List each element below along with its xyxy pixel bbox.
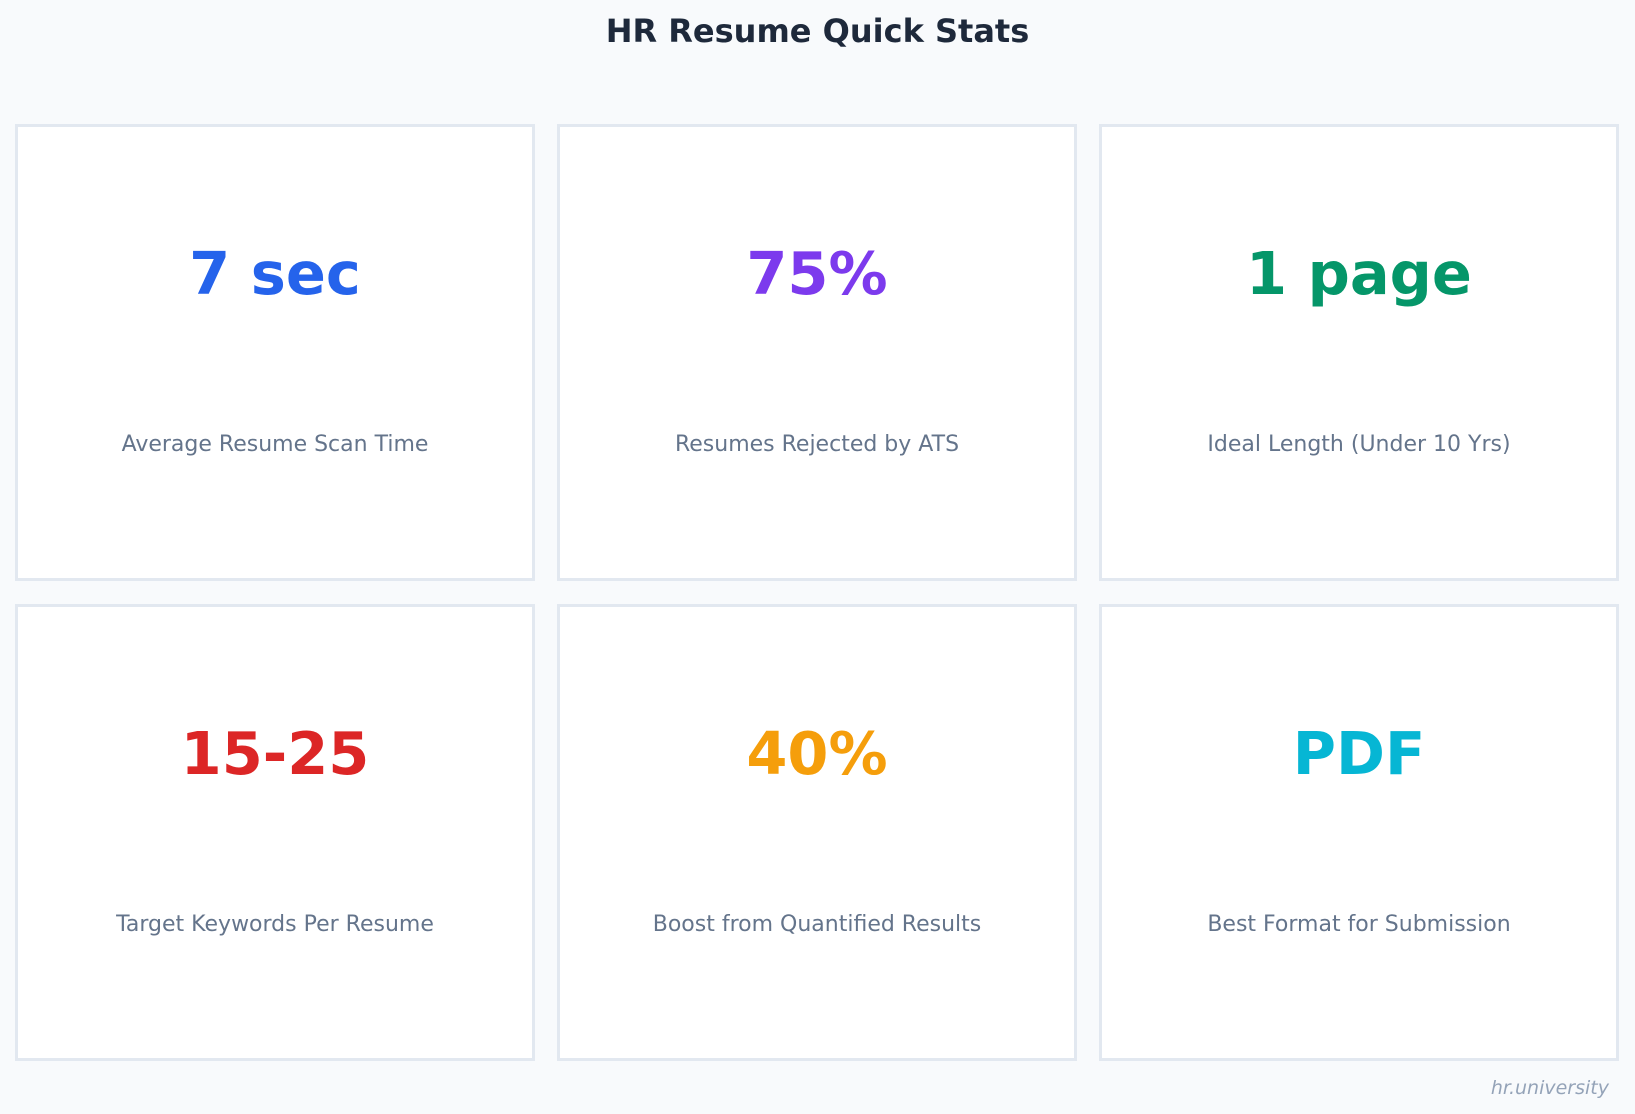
stat-label: Target Keywords Per Resume (116, 912, 434, 937)
stat-value: PDF (1292, 719, 1426, 788)
page-title: HR Resume Quick Stats (605, 12, 1030, 50)
stat-card: PDF Best Format for Submission (1099, 604, 1619, 1061)
stat-card: 15-25 Target Keywords Per Resume (15, 604, 535, 1061)
stat-card: 40% Boost from Quantified Results (557, 604, 1077, 1061)
stat-card: 7 sec Average Resume Scan Time (15, 124, 535, 581)
stat-card: 75% Resumes Rejected by ATS (557, 124, 1077, 581)
stat-value: 15-25 (180, 719, 370, 788)
stat-card: 1 page Ideal Length (Under 10 Yrs) (1099, 124, 1619, 581)
stat-label: Average Resume Scan Time (121, 432, 429, 457)
stat-label: Ideal Length (Under 10 Yrs) (1207, 432, 1511, 457)
stat-value: 7 sec (189, 239, 361, 308)
stat-value: 40% (746, 719, 888, 788)
stat-label: Resumes Rejected by ATS (674, 432, 960, 457)
stat-label: Best Format for Submission (1207, 912, 1511, 937)
watermark: hr.university (1490, 1077, 1609, 1099)
stat-value: 75% (746, 239, 888, 308)
stat-value: 1 page (1246, 239, 1472, 308)
stats-grid: 7 sec Average Resume Scan Time 75% Resum… (15, 124, 1620, 1061)
stat-label: Boost from Quantified Results (652, 912, 982, 937)
